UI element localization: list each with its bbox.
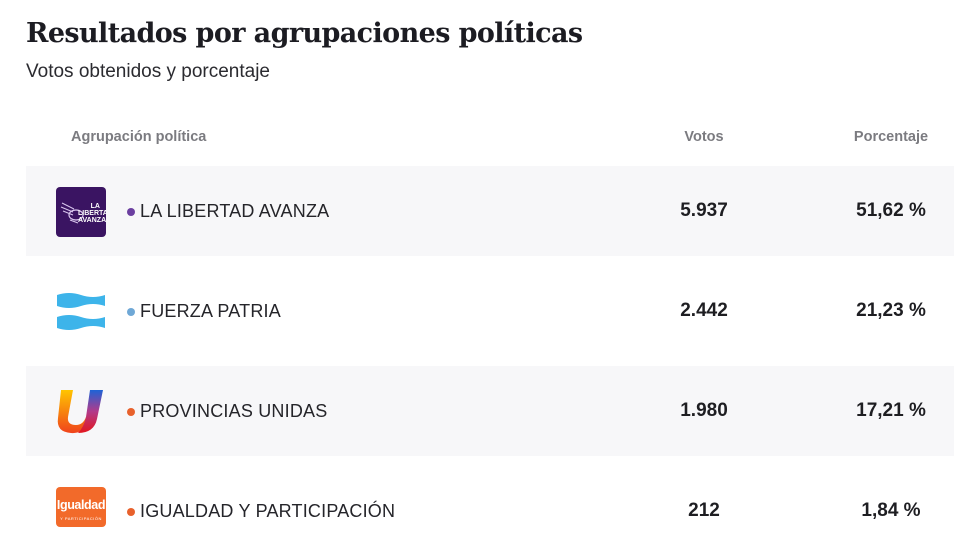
page-title: Resultados por agrupaciones políticas <box>26 18 583 49</box>
table-row: Igualdad Y PARTICIPACIÓN IGUALDAD Y PART… <box>26 466 954 556</box>
party-color-dot <box>127 308 135 316</box>
fuerza-patria-logo <box>56 287 106 337</box>
party-name: PROVINCIAS UNIDAS <box>140 401 328 421</box>
votes-value: 212 <box>688 500 720 521</box>
party-color-dot <box>127 508 135 516</box>
party-name: IGUALDAD Y PARTICIPACIÓN <box>140 501 396 521</box>
percentage-value: 21,23 % <box>856 300 926 321</box>
u-letter-icon <box>57 390 103 434</box>
page-subtitle: Votos obtenidos y porcentaje <box>26 61 271 82</box>
logo-text: Igualdad <box>56 498 106 512</box>
igualdad-participacion-logo: Igualdad Y PARTICIPACIÓN <box>56 487 106 527</box>
lion-wing-icon <box>60 202 84 224</box>
percentage-value: 17,21 % <box>856 400 926 421</box>
percentage-value: 51,62 % <box>856 200 926 221</box>
party-color-dot <box>127 408 135 416</box>
logo-text: LA LIBERTAD AVANZA <box>78 203 106 224</box>
la-libertad-avanza-logo: LA LIBERTAD AVANZA <box>56 187 106 237</box>
wave-flag-icon <box>57 293 105 330</box>
votes-value: 5.937 <box>680 200 728 221</box>
votes-value: 1.980 <box>680 400 728 421</box>
table-row: LA LIBERTAD AVANZA LA LIBERTAD AVANZA 5.… <box>26 166 954 256</box>
party-name: LA LIBERTAD AVANZA <box>140 201 330 221</box>
table-header: Agrupación política Votos Porcentaje <box>0 129 954 149</box>
votes-value: 2.442 <box>680 300 728 321</box>
column-header-party: Agrupación política <box>71 129 207 145</box>
party-color-dot <box>127 208 135 216</box>
table-row: PROVINCIAS UNIDAS 1.980 17,21 % <box>26 366 954 456</box>
party-name: FUERZA PATRIA <box>140 301 281 321</box>
provincias-unidas-logo <box>56 387 106 437</box>
column-header-percentage: Porcentaje <box>853 129 929 145</box>
table-row: FUERZA PATRIA 2.442 21,23 % <box>26 266 954 356</box>
column-header-votes: Votos <box>684 129 724 145</box>
percentage-value: 1,84 % <box>861 500 921 521</box>
logo-subtext: Y PARTICIPACIÓN <box>60 516 102 521</box>
